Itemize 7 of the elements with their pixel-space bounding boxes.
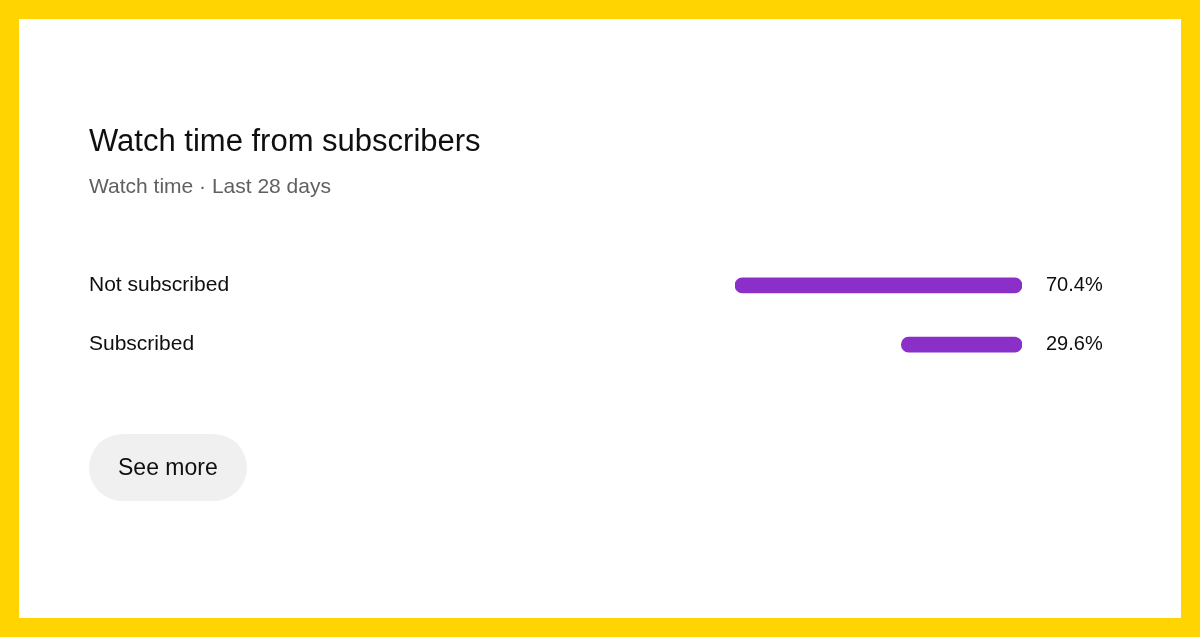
data-label: 29.6% bbox=[1046, 332, 1103, 355]
text: Watch time · Last 28 days bbox=[89, 174, 331, 198]
data-label: 70.4% bbox=[1046, 272, 1103, 295]
y-tick-label: Not subscribed bbox=[89, 272, 230, 296]
y-tick-label: Subscribed bbox=[89, 331, 195, 355]
text: See more bbox=[89, 434, 247, 501]
text: Watch time from subscribers bbox=[89, 123, 481, 159]
